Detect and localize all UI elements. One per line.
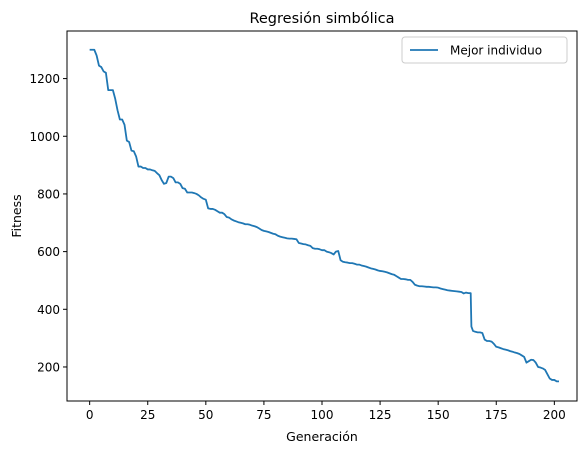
x-axis-ticks: 0 25 50 75 100 125 150 175 200 — [86, 401, 566, 422]
x-tick-label: 75 — [256, 408, 271, 422]
x-tick-label: 50 — [198, 408, 213, 422]
x-tick-label: 175 — [485, 408, 508, 422]
legend-box — [401, 36, 568, 64]
y-axis-ticks: 200 400 600 800 1000 1200 — [29, 72, 67, 374]
y-tick-label: 600 — [37, 245, 60, 259]
legend-label: Mejor individuo — [450, 44, 542, 58]
x-axis-label: Generación — [286, 429, 358, 444]
y-tick-label: 800 — [37, 187, 60, 201]
y-tick-label: 1200 — [29, 72, 60, 86]
y-tick-label: 400 — [37, 303, 60, 317]
x-tick-label: 150 — [427, 408, 450, 422]
x-tick-label: 125 — [369, 408, 392, 422]
chart-title: Regresión simbólica — [249, 11, 394, 27]
y-axis-label: Fitness — [9, 194, 24, 237]
legend: Mejor individuo — [401, 36, 568, 64]
y-tick-label: 200 — [37, 360, 60, 374]
x-tick-label: 0 — [86, 408, 94, 422]
x-tick-label: 25 — [140, 408, 155, 422]
series-line-mejor-individuo — [89, 48, 559, 383]
y-tick-label: 1000 — [29, 130, 60, 144]
plot-frame — [66, 30, 578, 402]
x-tick-label: 200 — [543, 408, 566, 422]
x-tick-label: 100 — [311, 408, 334, 422]
